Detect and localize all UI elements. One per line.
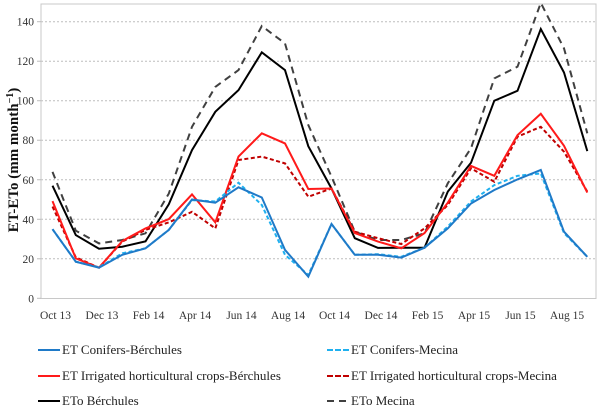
x-tick-label: Apr 15 — [458, 310, 491, 322]
y-tick-label: 80 — [23, 135, 35, 147]
legend-label: ET Conifers-Mecina — [351, 342, 458, 357]
x-tick-label: Apr 14 — [179, 310, 212, 322]
x-tick-label: Aug 14 — [271, 310, 305, 322]
legend-swatch-solid-black — [38, 400, 60, 402]
legend-item-irrigated-mecina: ET Irrigated horticultural crops-Mecina — [327, 368, 557, 384]
y-tick-label: 100 — [17, 96, 35, 108]
legend-label: ETo Mecina — [351, 393, 415, 408]
legend-label: ET Conifers-Bérchules — [62, 342, 182, 357]
legend-swatch-longdash-gray — [327, 400, 349, 402]
y-axis-title: ET-ETo (mm month−1) — [5, 88, 22, 233]
x-tick-label: Feb 15 — [412, 310, 444, 322]
y-tick-label: 40 — [23, 214, 35, 226]
series-line-eto-berchules — [51, 26, 589, 250]
series-line-et-irrigated-horticultural-crops-berchules — [51, 112, 589, 269]
x-tick-label: Dec 14 — [365, 310, 398, 322]
plot-area-border — [40, 3, 597, 299]
legend-item-irrigated-berchules: ET Irrigated horticultural crops-Bérchul… — [38, 368, 281, 384]
series-line-et-conifers-berchules — [51, 168, 589, 279]
y-tick-label: 20 — [23, 254, 35, 266]
legend-item-conifers-berchules: ET Conifers-Bérchules — [38, 342, 182, 358]
legend-label: ETo Bérchules — [62, 393, 139, 408]
y-tick-label: 140 — [17, 17, 35, 29]
legend-swatch-solid-blue — [38, 349, 60, 351]
x-tick-label: Dec 13 — [86, 310, 119, 322]
legend-item-conifers-mecina: ET Conifers-Mecina — [327, 342, 458, 358]
legend-label: ET Irrigated horticultural crops-Bérchul… — [62, 368, 281, 383]
y-tick-label: 60 — [23, 175, 35, 187]
x-tick-label: Jun 15 — [505, 310, 536, 322]
line-chart: 0 20 40 60 80 100 120 140 Oct 13 Dec 13 Feb 14 Apr… — [5, 0, 597, 322]
series-line-eto-mecina — [51, 0, 589, 245]
y-tick-label: 0 — [28, 293, 34, 305]
x-tick-label: Jun 14 — [226, 310, 257, 322]
y-axis-ticks: 0 20 40 60 80 100 120 140 — [17, 17, 41, 305]
chart-legend: ET Conifers-Bérchules ET Conifers-Mecina… — [0, 336, 600, 408]
legend-item-eto-mecina: ETo Mecina — [327, 393, 415, 409]
y-tick-label: 120 — [17, 56, 35, 68]
gridlines — [41, 21, 596, 260]
x-axis-ticks: Oct 13 Dec 13 Feb 14 Apr 14 Jun 14 Aug 14 Oct … — [40, 310, 584, 322]
x-tick-label: Aug 15 — [550, 310, 584, 322]
legend-label: ET Irrigated horticultural crops-Mecina — [351, 368, 557, 383]
legend-swatch-dashed-lightblue — [327, 349, 349, 351]
x-tick-label: Feb 14 — [133, 310, 165, 322]
legend-swatch-dashed-darkred — [327, 375, 349, 377]
legend-item-eto-berchules: ETo Bérchules — [38, 393, 139, 409]
series-line-et-irrigated-horticultural-crops-mecina — [51, 125, 589, 269]
x-tick-label: Oct 14 — [319, 310, 350, 322]
legend-swatch-solid-red — [38, 375, 60, 377]
x-tick-label: Oct 13 — [40, 310, 71, 322]
series-group — [51, 0, 589, 279]
